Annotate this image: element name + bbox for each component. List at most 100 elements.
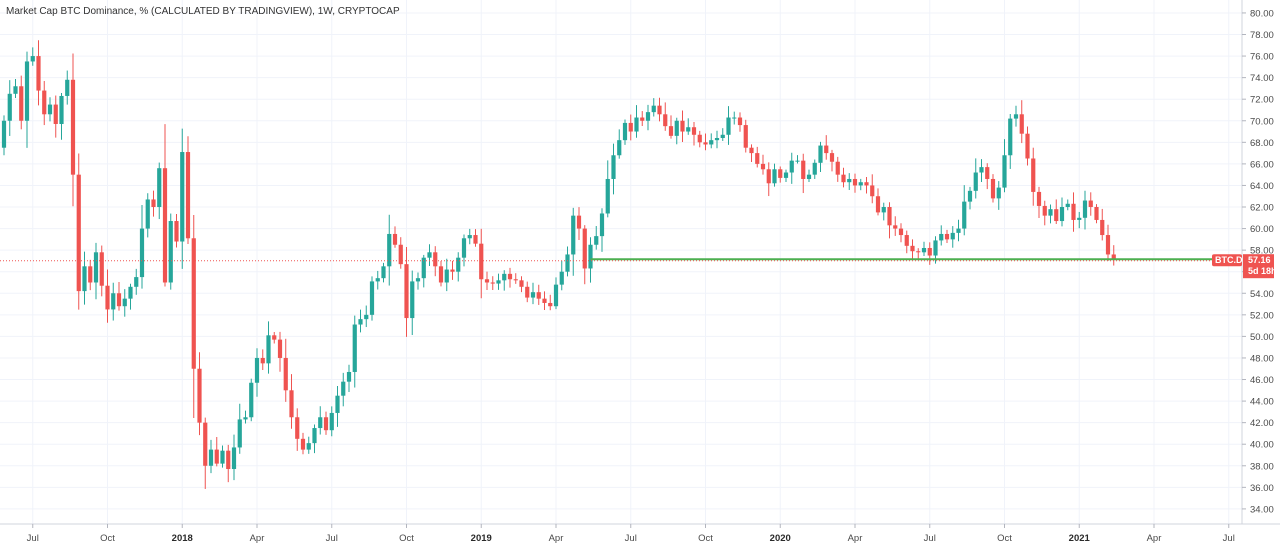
candle-up: [59, 92, 64, 140]
y-tick-label: 78.00: [1250, 30, 1274, 41]
candle-down: [300, 432, 306, 455]
candle-body: [1, 120, 7, 148]
candle-down: [484, 271, 490, 291]
candle-body: [967, 190, 973, 202]
candle-up: [65, 70, 70, 105]
y-tick-label: 74.00: [1250, 73, 1274, 84]
candle-up: [622, 119, 628, 145]
candle-up: [427, 244, 432, 266]
candle-down: [990, 174, 996, 203]
candle-down: [737, 112, 743, 132]
candle-body: [185, 152, 191, 239]
candle-body: [996, 187, 1001, 199]
candle-body: [548, 302, 553, 307]
candle-up: [594, 226, 599, 250]
candle-body: [599, 213, 605, 237]
candle-body: [111, 293, 116, 310]
candle-down: [1100, 208, 1105, 241]
candle-body: [553, 284, 559, 307]
candle-up: [13, 79, 18, 99]
candle-body: [421, 257, 426, 279]
candle-down: [1105, 224, 1111, 261]
candle-body: [162, 168, 168, 283]
candle-body: [53, 104, 58, 124]
candle-body: [329, 412, 334, 431]
y-tick-label: 46.00: [1250, 375, 1274, 386]
candle-up: [381, 262, 386, 283]
candle-body: [1071, 203, 1076, 220]
candle-body: [709, 140, 714, 145]
candle-up: [467, 228, 472, 245]
candle-body: [323, 417, 329, 431]
candle-up: [444, 258, 449, 292]
candle-up: [732, 111, 737, 125]
candle-body: [392, 233, 398, 245]
candle-body: [415, 278, 421, 282]
candle-body: [444, 269, 449, 283]
candle-up: [967, 186, 973, 210]
candle-body: [663, 114, 668, 127]
candle-down: [203, 417, 208, 489]
candle-up: [962, 185, 967, 236]
candle-body: [841, 174, 846, 183]
candle-down: [898, 223, 904, 243]
candle-body: [277, 339, 283, 358]
y-axis[interactable]: 34.00 36.00 38.00 40.00 42.00 44.00 46.00 48.00…: [1242, 8, 1274, 515]
candle-body: [916, 251, 921, 253]
candle-up: [461, 234, 467, 267]
x-tick-label: Apr: [250, 533, 265, 544]
candle-down: [260, 349, 265, 371]
candle-up: [7, 80, 12, 136]
candle-body: [617, 140, 622, 156]
candle-down: [829, 149, 835, 172]
candle-body: [335, 395, 340, 413]
candle-body: [870, 185, 875, 197]
candle-up: [341, 372, 346, 407]
candle-body: [490, 282, 495, 284]
candle-body: [634, 117, 639, 132]
x-axis[interactable]: Jul Oct 2018 Apr Jul Oct 2019 Apr Jul Oct 2020 Apr J…: [27, 524, 1235, 544]
candle-down: [875, 188, 881, 216]
candle-up: [335, 385, 340, 427]
candle-body: [933, 240, 938, 256]
candle-body: [88, 266, 93, 283]
candle-down: [1054, 199, 1059, 224]
candle-body: [7, 93, 12, 121]
candle-body: [19, 86, 24, 121]
candle-down: [755, 146, 760, 168]
candle-body: [197, 368, 202, 423]
candle-up: [651, 98, 656, 117]
candle-body: [467, 235, 472, 239]
candle-body: [456, 257, 461, 272]
candle-body: [410, 281, 415, 319]
candle-body: [1077, 217, 1082, 220]
candle-body: [1100, 219, 1105, 236]
candle-up: [82, 251, 87, 305]
candle-body: [1013, 114, 1019, 119]
candle-down: [185, 136, 191, 245]
candle-up: [24, 51, 30, 148]
candle-down: [525, 281, 530, 303]
candle-up: [496, 273, 501, 290]
candle-body: [525, 286, 530, 298]
y-tick-label: 80.00: [1250, 8, 1274, 19]
candle-up: [312, 424, 317, 454]
candle-down: [289, 374, 294, 429]
candle-up: [812, 159, 817, 179]
candle-down: [680, 110, 685, 143]
y-tick-label: 60.00: [1250, 224, 1274, 235]
candle-body: [605, 178, 610, 214]
candle-up: [139, 204, 145, 289]
candle-body: [881, 207, 886, 213]
candle-body: [956, 228, 961, 233]
candle-up: [783, 169, 789, 183]
candle-down: [473, 229, 478, 247]
candle-down: [151, 190, 156, 217]
candle-body: [973, 172, 978, 191]
candle-down: [1025, 126, 1030, 166]
symbol-badge: [1212, 254, 1242, 267]
candle-body: [375, 278, 380, 282]
candle-body: [743, 125, 748, 148]
candle-body: [559, 271, 564, 285]
